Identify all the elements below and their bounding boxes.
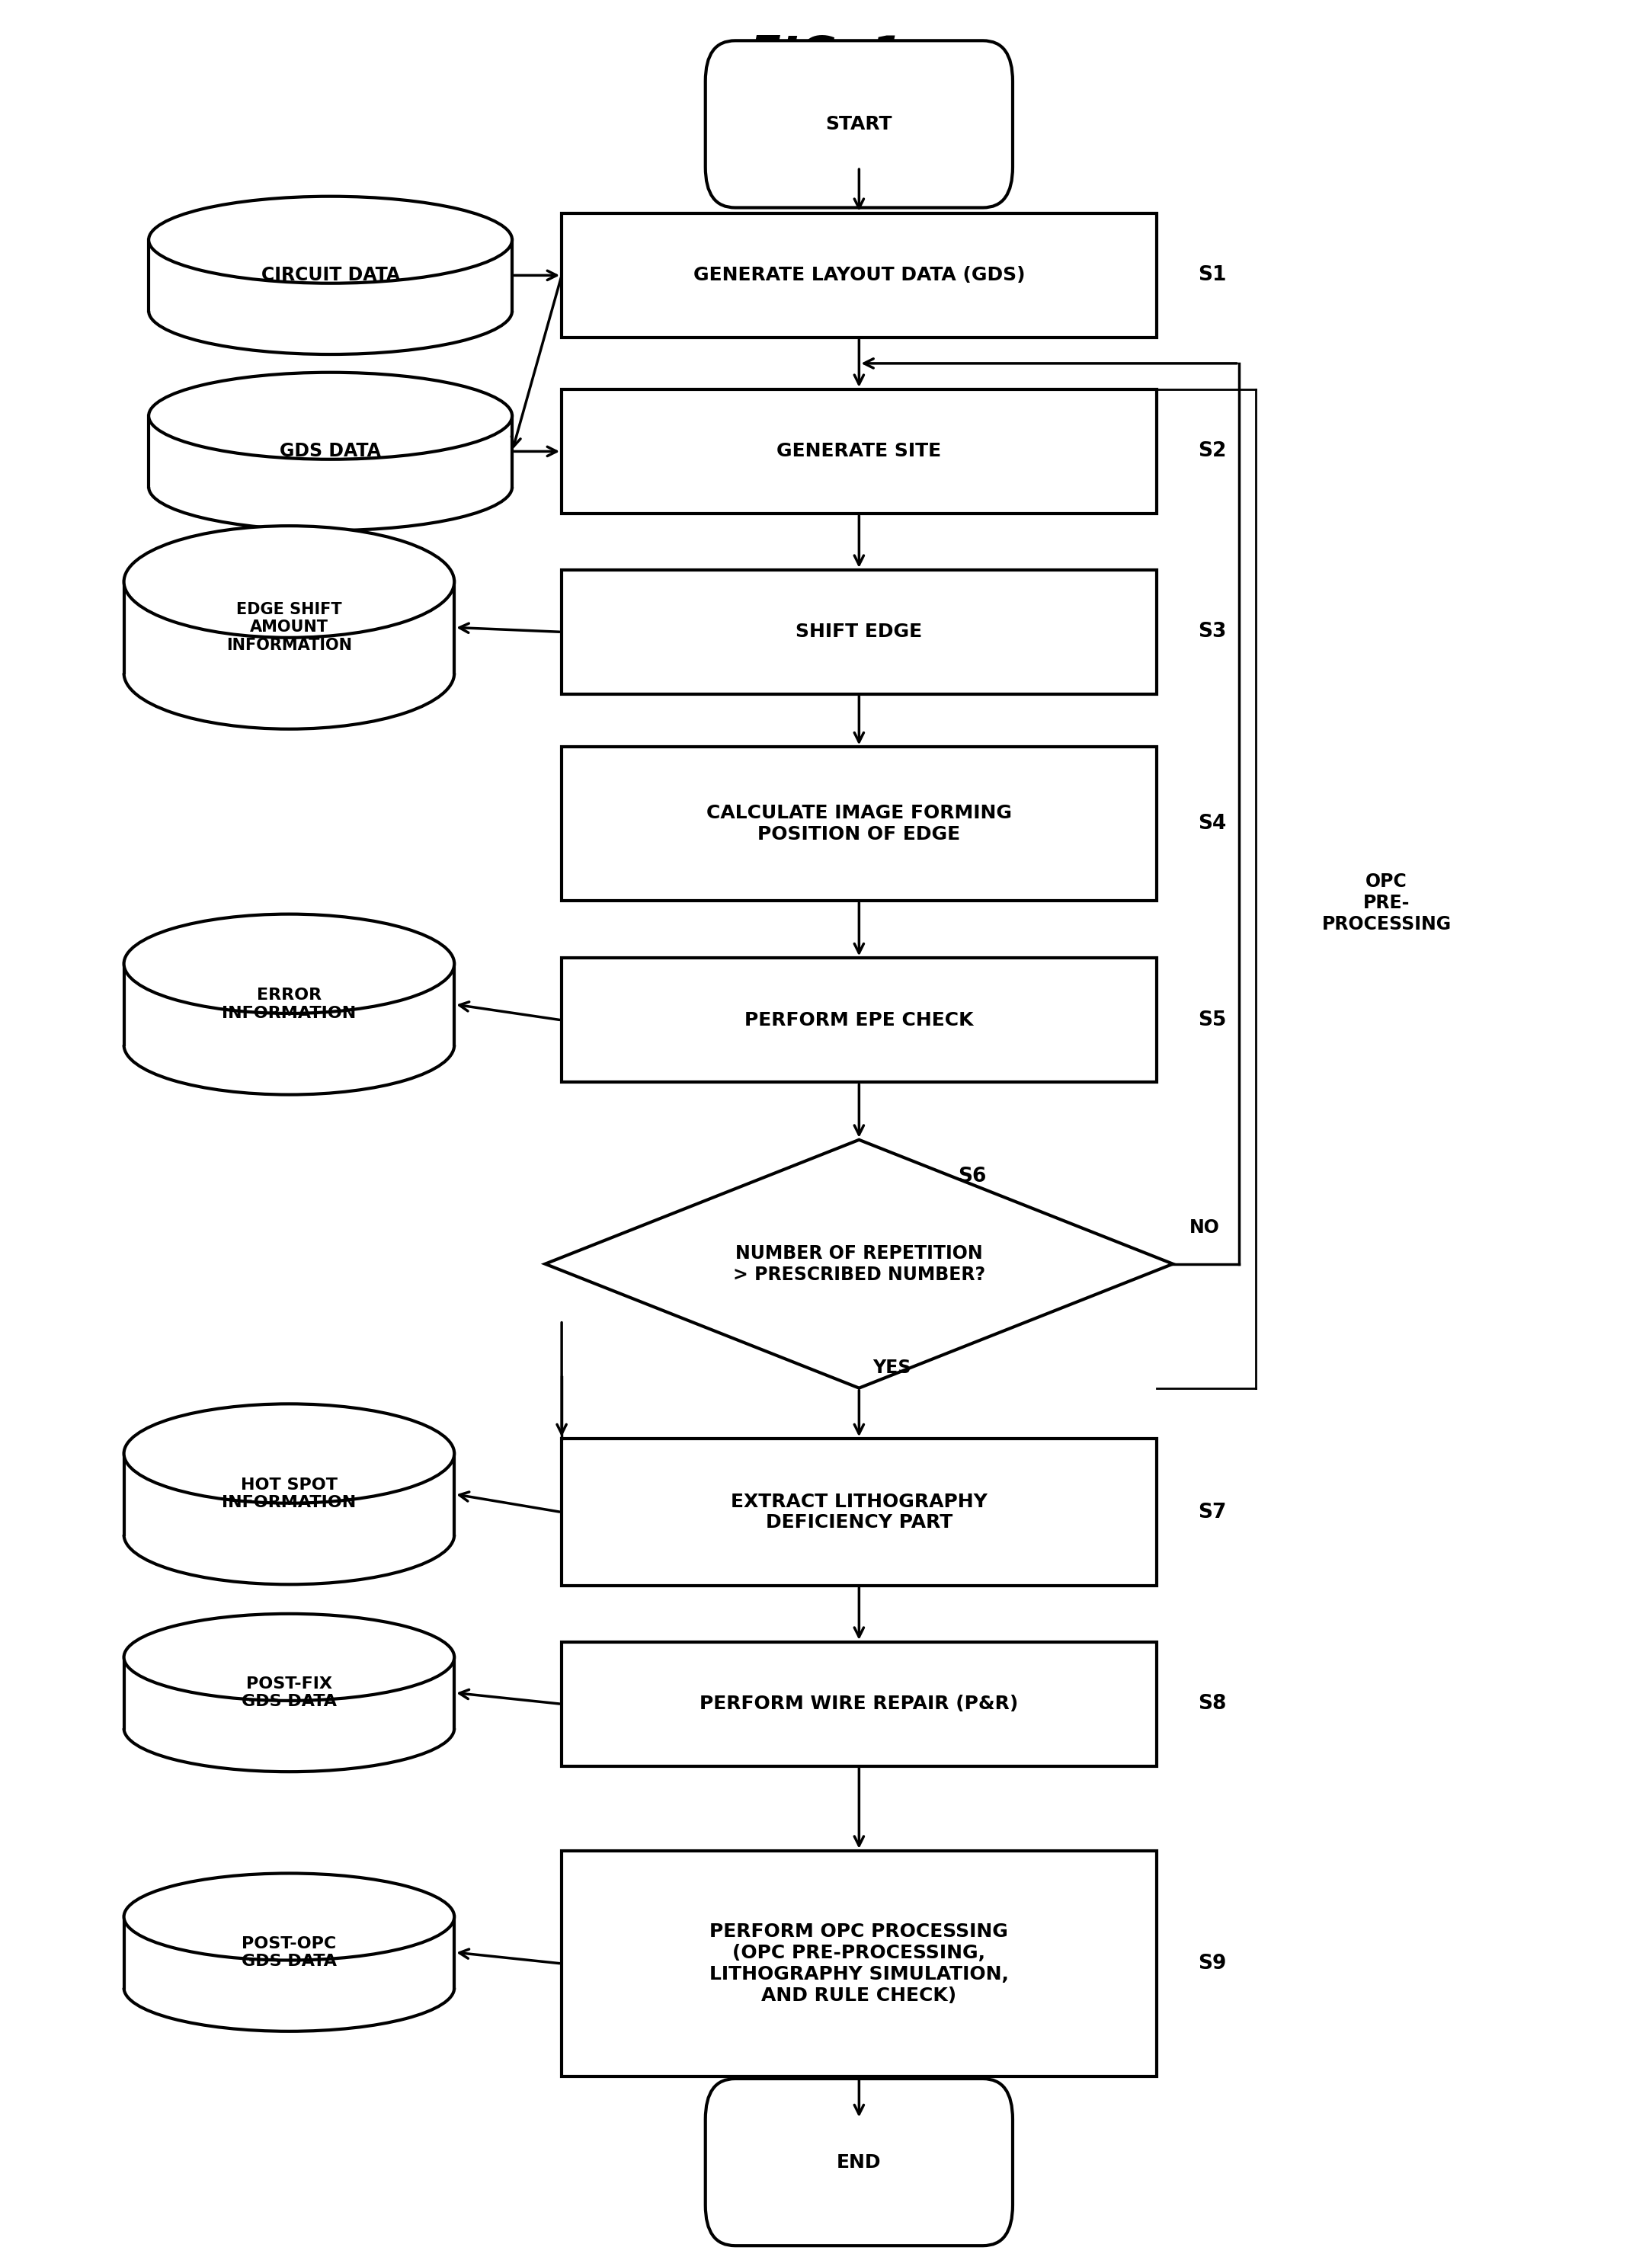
Bar (562, 569, 1156, 695)
Bar (124, 964, 454, 1045)
Bar (124, 1916, 454, 1988)
FancyBboxPatch shape (705, 2079, 1013, 2246)
Polygon shape (545, 1140, 1173, 1388)
Text: GDS DATA: GDS DATA (279, 442, 382, 460)
Bar (149, 239, 512, 311)
Ellipse shape (149, 372, 512, 460)
Ellipse shape (124, 1684, 454, 1772)
Text: S2: S2 (1198, 442, 1226, 460)
Text: POST-OPC
GDS DATA: POST-OPC GDS DATA (241, 1937, 337, 1968)
Text: FIG. 1: FIG. 1 (748, 34, 904, 79)
Text: PERFORM WIRE REPAIR (P&R): PERFORM WIRE REPAIR (P&R) (700, 1695, 1018, 1713)
Bar (562, 1440, 1156, 1584)
Text: S1: S1 (1198, 266, 1226, 284)
Text: GENERATE SITE: GENERATE SITE (776, 442, 942, 460)
Text: S3: S3 (1198, 623, 1226, 641)
Text: END: END (838, 2153, 881, 2171)
Text: S8: S8 (1198, 1695, 1226, 1713)
Ellipse shape (124, 618, 454, 729)
Text: S6: S6 (958, 1167, 986, 1187)
Ellipse shape (124, 1873, 454, 1959)
Bar (562, 1641, 1156, 1765)
Bar (562, 388, 1156, 512)
Text: EXTRACT LITHOGRAPHY
DEFICIENCY PART: EXTRACT LITHOGRAPHY DEFICIENCY PART (730, 1492, 988, 1533)
Text: GENERATE LAYOUT DATA (GDS): GENERATE LAYOUT DATA (GDS) (694, 266, 1024, 284)
Text: NUMBER OF REPETITION
> PRESCRIBED NUMBER?: NUMBER OF REPETITION > PRESCRIBED NUMBER… (733, 1244, 985, 1284)
Text: CALCULATE IMAGE FORMING
POSITION OF EDGE: CALCULATE IMAGE FORMING POSITION OF EDGE (707, 803, 1011, 844)
Text: START: START (826, 115, 892, 133)
Ellipse shape (149, 442, 512, 530)
Bar (124, 1657, 454, 1729)
Ellipse shape (124, 995, 454, 1095)
FancyBboxPatch shape (705, 41, 1013, 208)
Text: ERROR
INFORMATION: ERROR INFORMATION (221, 989, 357, 1020)
Text: S4: S4 (1198, 815, 1226, 833)
Text: OPC
PRE-
PROCESSING: OPC PRE- PROCESSING (1322, 873, 1450, 932)
Bar (124, 1454, 454, 1535)
Ellipse shape (124, 526, 454, 636)
Bar (562, 747, 1156, 901)
Text: PERFORM OPC PROCESSING
(OPC PRE-PROCESSING,
LITHOGRAPHY SIMULATION,
AND RULE CHE: PERFORM OPC PROCESSING (OPC PRE-PROCESSI… (709, 1923, 1009, 2004)
Text: S9: S9 (1198, 1955, 1226, 1973)
Text: S5: S5 (1198, 1011, 1226, 1029)
Text: NO: NO (1189, 1219, 1219, 1237)
Ellipse shape (124, 1614, 454, 1702)
Bar (124, 582, 454, 673)
Ellipse shape (124, 1943, 454, 2031)
Bar (149, 415, 512, 488)
Text: SHIFT EDGE: SHIFT EDGE (796, 623, 922, 641)
Text: EDGE SHIFT
AMOUNT
INFORMATION: EDGE SHIFT AMOUNT INFORMATION (226, 603, 352, 652)
Text: HOT SPOT
INFORMATION: HOT SPOT INFORMATION (221, 1478, 357, 1510)
Ellipse shape (124, 914, 454, 1013)
Ellipse shape (149, 196, 512, 284)
Bar (562, 212, 1156, 336)
Ellipse shape (124, 1485, 454, 1584)
Text: CIRCUIT DATA: CIRCUIT DATA (261, 266, 400, 284)
Ellipse shape (149, 266, 512, 354)
Bar (562, 957, 1156, 1081)
Text: YES: YES (872, 1359, 910, 1377)
Text: PERFORM EPE CHECK: PERFORM EPE CHECK (745, 1011, 973, 1029)
Text: POST-FIX
GDS DATA: POST-FIX GDS DATA (241, 1677, 337, 1709)
Text: S7: S7 (1198, 1503, 1226, 1521)
Bar (562, 1851, 1156, 2076)
Ellipse shape (124, 1404, 454, 1503)
